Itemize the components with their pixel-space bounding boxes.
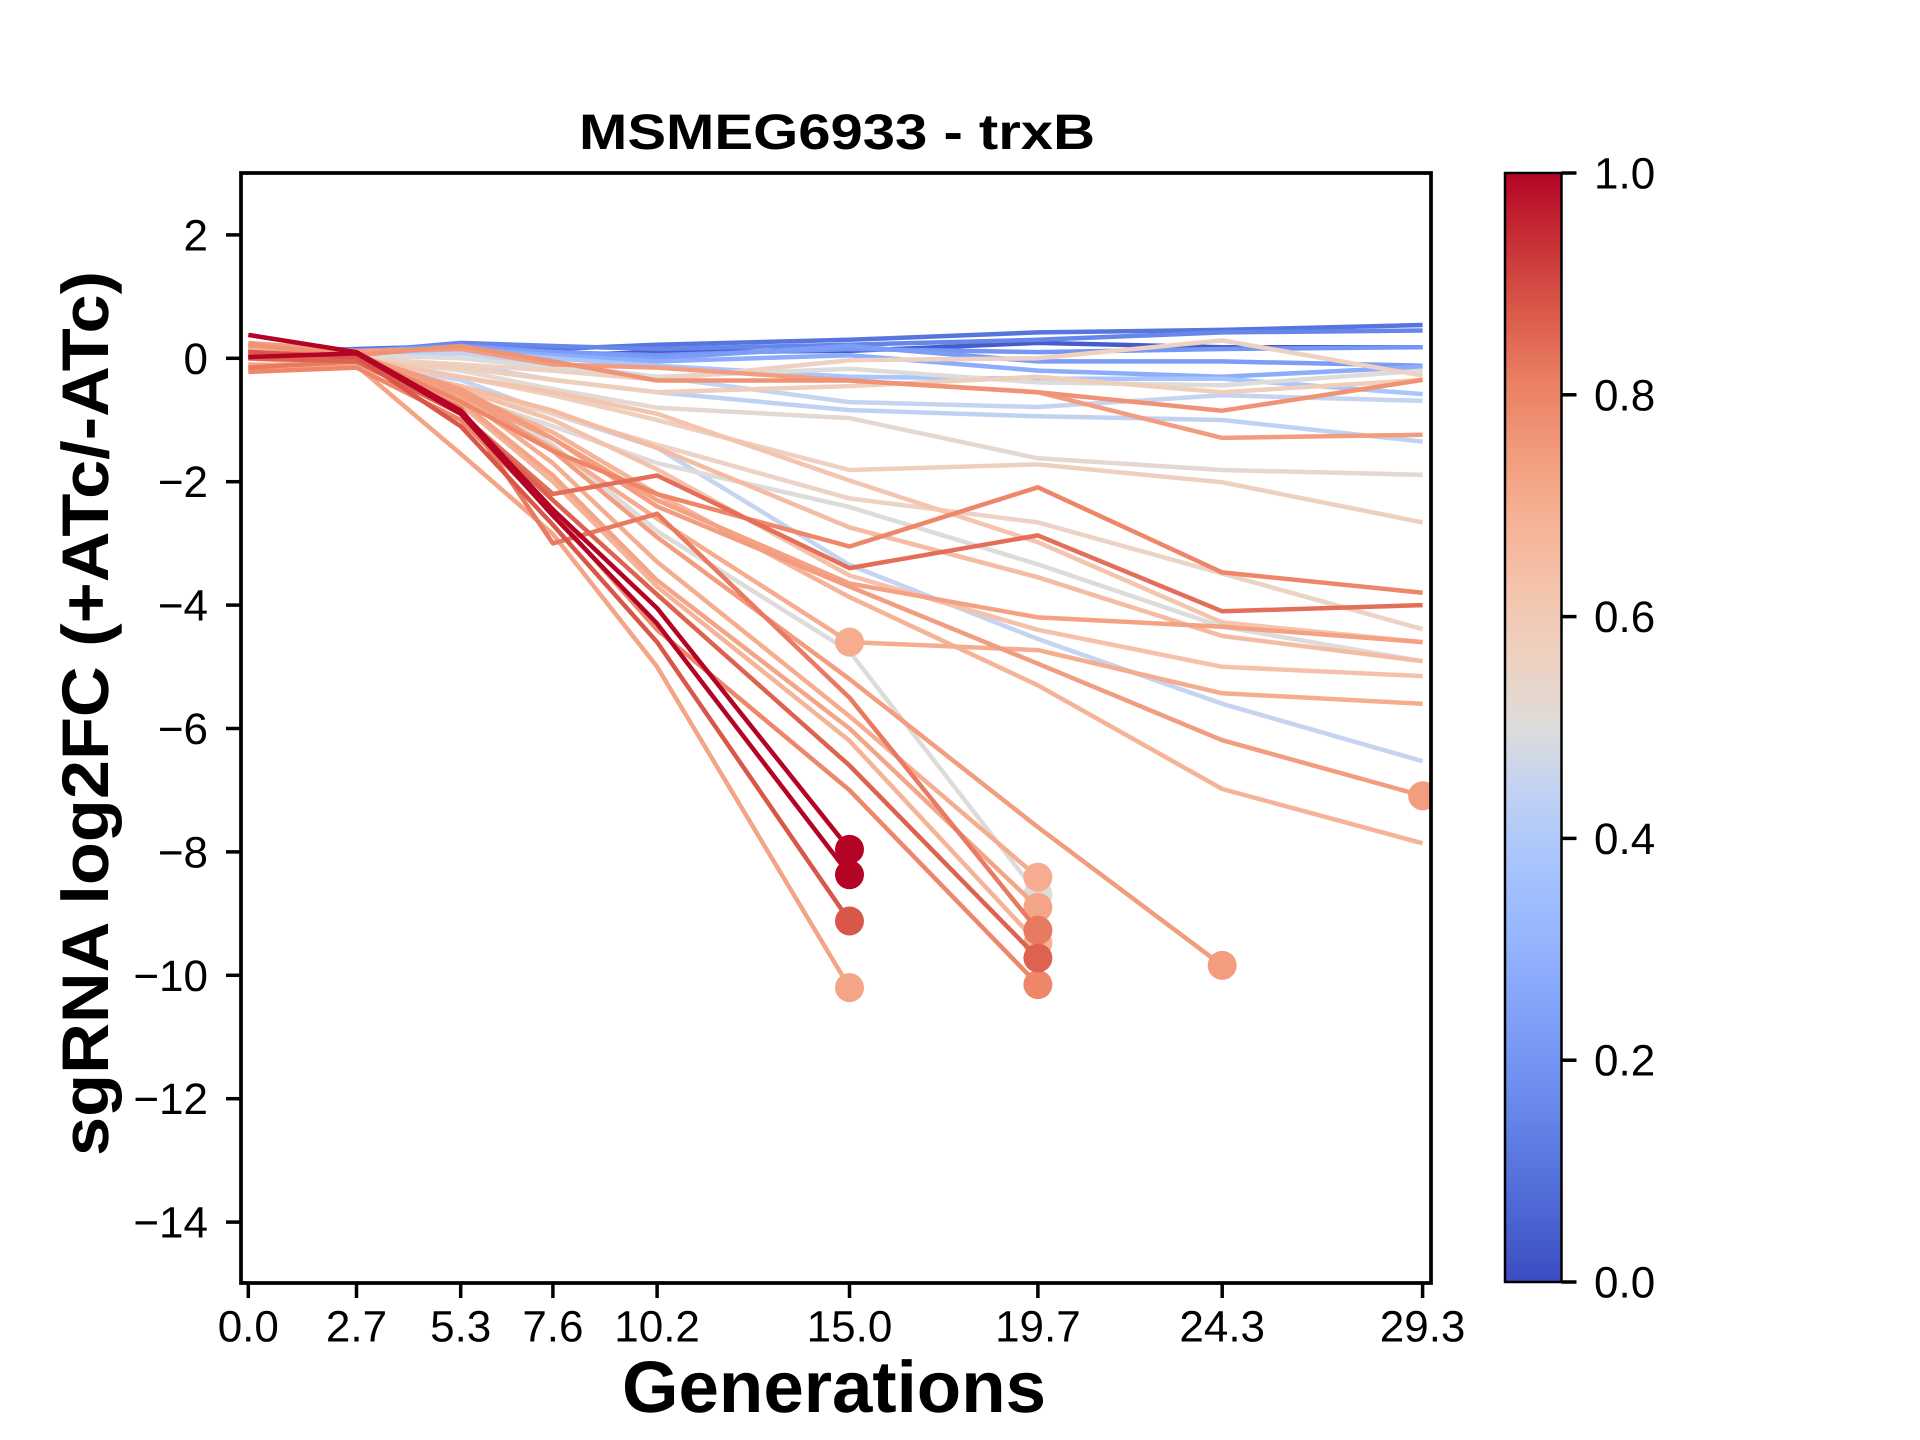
svg-text:sgRNA log2FC (+ATc/-ATc): sgRNA log2FC (+ATc/-ATc) xyxy=(48,271,122,1156)
svg-text:Generations: Generations xyxy=(622,1347,1046,1428)
svg-text:0.4: 0.4 xyxy=(1594,815,1655,864)
svg-text:0.2: 0.2 xyxy=(1594,1037,1655,1086)
svg-text:0.8: 0.8 xyxy=(1594,371,1655,420)
svg-text:−10: −10 xyxy=(133,952,208,1001)
svg-text:0.0: 0.0 xyxy=(1594,1259,1655,1308)
svg-text:24.3: 24.3 xyxy=(1179,1303,1265,1352)
svg-text:2: 2 xyxy=(184,211,208,260)
svg-text:7.6: 7.6 xyxy=(522,1303,583,1352)
svg-text:15.0: 15.0 xyxy=(807,1303,893,1352)
svg-text:−2: −2 xyxy=(158,458,208,507)
svg-text:29.3: 29.3 xyxy=(1380,1303,1466,1352)
svg-text:19.7: 19.7 xyxy=(995,1303,1081,1352)
svg-text:0.0: 0.0 xyxy=(218,1303,279,1352)
svg-text:5.3: 5.3 xyxy=(430,1303,491,1352)
svg-text:2.7: 2.7 xyxy=(326,1303,387,1352)
svg-text:−14: −14 xyxy=(133,1199,208,1248)
svg-text:−6: −6 xyxy=(158,705,208,754)
svg-text:10.2: 10.2 xyxy=(614,1303,700,1352)
svg-text:−12: −12 xyxy=(133,1075,208,1124)
svg-text:0: 0 xyxy=(184,335,208,384)
svg-text:0.6: 0.6 xyxy=(1594,593,1655,642)
svg-text:−4: −4 xyxy=(158,582,208,631)
svg-text:−8: −8 xyxy=(158,828,208,877)
svg-text:1.0: 1.0 xyxy=(1594,150,1655,199)
svg-text:MSMEG6933 - trxB: MSMEG6933 - trxB xyxy=(579,104,1095,160)
